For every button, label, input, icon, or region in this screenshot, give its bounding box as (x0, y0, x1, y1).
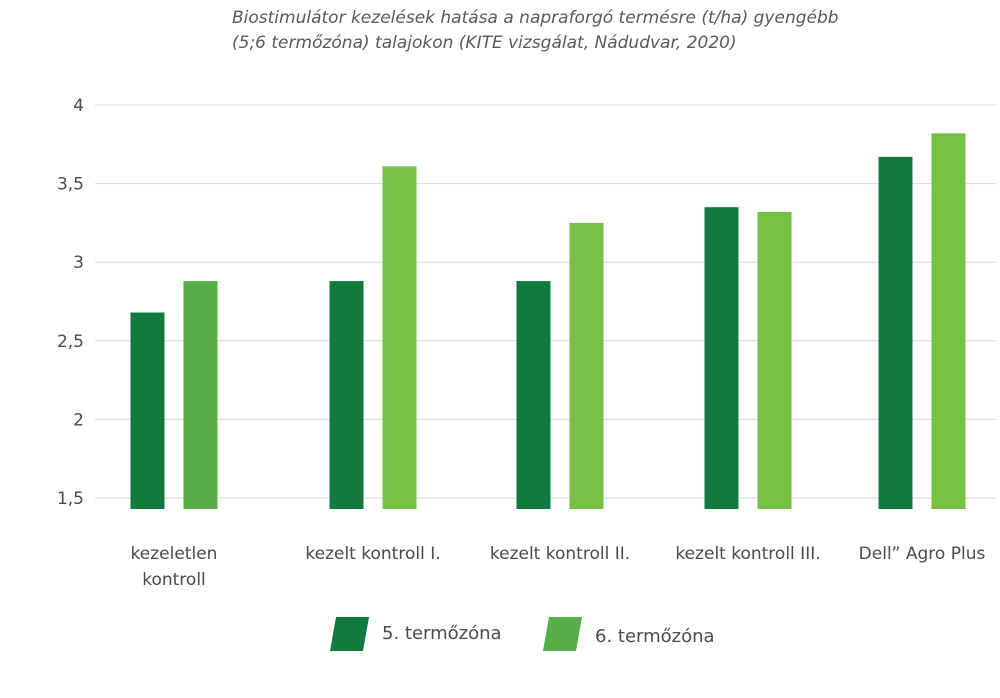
bar-series-2 (382, 166, 417, 510)
category-label: kezeletlen kontroll (131, 544, 218, 590)
bars (130, 133, 966, 510)
y-tick-label: 4 (73, 96, 84, 116)
bar-series-1 (704, 207, 739, 510)
bar-series-2 (757, 211, 792, 510)
bar-series-2 (931, 133, 966, 510)
y-tick-label: 2 (73, 410, 84, 430)
bar-series-1 (516, 281, 551, 510)
category-label: Dell” Agro Plus (859, 544, 986, 564)
bar-series-1 (878, 156, 913, 510)
legend-label-series-2: 6. termőzóna (595, 626, 715, 647)
legend-swatch-series-1 (330, 617, 369, 651)
category-label: kezelt kontroll III. (675, 544, 820, 564)
x-axis-categories: kezeletlen kontroll kezelt kontroll I. keze… (131, 544, 986, 590)
category-label: kezelt kontroll I. (305, 544, 440, 564)
legend-swatch-series-2 (543, 617, 582, 651)
chart-title-line-1: Biostimulátor kezelések hatása a naprafo… (232, 8, 839, 28)
y-tick-label: 2,5 (57, 332, 84, 352)
chart-title-line-2: (5;6 termőzóna) talajokon (KITE vizsgála… (232, 33, 737, 53)
y-tick-label: 1,5 (57, 489, 84, 509)
legend: 5. termőzóna 6. termőzóna (330, 617, 715, 651)
y-tick-label: 3,5 (57, 175, 84, 195)
category-label: kezelt kontroll II. (490, 544, 630, 564)
y-axis-ticks: 1,5 2 2,5 3 3,5 4 (57, 96, 84, 509)
bar-series-2 (183, 281, 218, 510)
bar-series-2 (569, 222, 604, 510)
chart-title: Biostimulátor kezelések hatása a naprafo… (232, 6, 972, 56)
bar-series-1 (130, 312, 165, 510)
bar-series-1 (329, 281, 364, 510)
y-tick-label: 3 (73, 253, 84, 273)
legend-label-series-1: 5. termőzóna (382, 623, 502, 644)
